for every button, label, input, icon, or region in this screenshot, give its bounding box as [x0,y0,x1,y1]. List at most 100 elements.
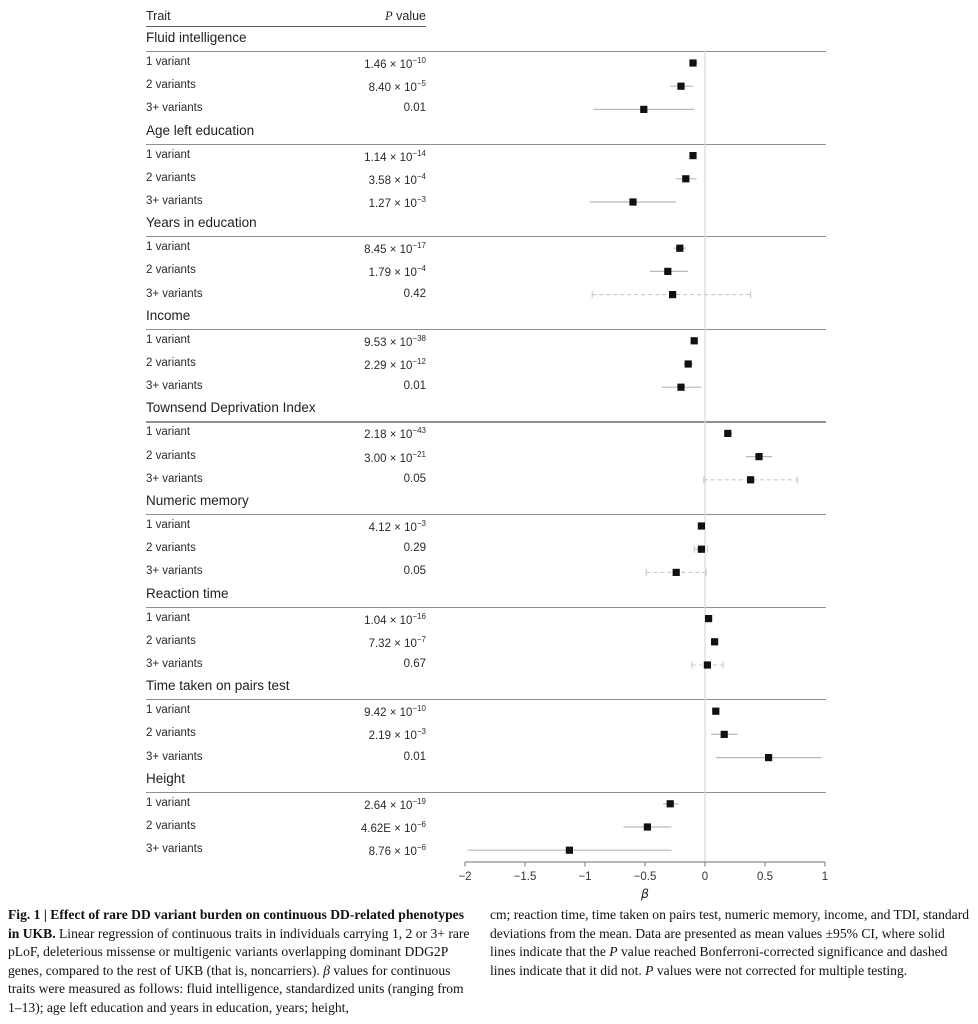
forest-point [703,661,711,669]
row-label: 2 variants [146,634,196,647]
caption-segment: cm; reaction time, time taken on pairs t… [490,907,970,960]
row-label: 2 variants [146,542,196,555]
forest-point [666,800,674,808]
p-value: 1.46 × 10−10 [364,56,426,71]
p-value: 0.42 [403,287,426,300]
section-divider [146,699,826,701]
section-divider [146,51,826,53]
section-divider [146,236,826,238]
p-value: 8.40 × 10−5 [368,79,426,95]
row-label: 1 variant [146,333,191,346]
trait-heading: Fluid intelligence [146,30,247,45]
p-value: 3.00 × 10−21 [364,449,426,465]
row-label: 2 variants [146,727,196,740]
forest-point [697,522,705,530]
caption-segment: P [609,944,618,960]
p-exponent: −6 [416,843,426,853]
row-label: 3+ variants [146,102,203,115]
forest-point [684,360,692,368]
p-value: 8.76 × 10−6 [368,843,426,859]
forest-point [690,337,698,345]
forest-point [676,244,684,252]
caption-left-column: Fig. 1 | Effect of rare DD variant burde… [8,906,472,1018]
forest-point [712,707,720,715]
forest-point [677,82,685,90]
p-value: 0.05 [403,565,426,578]
p-exponent: −5 [416,79,426,89]
caption-segment: value reached Bonferroni-corrected signi… [490,944,948,978]
row-label: 1 variant [146,241,191,254]
column-header-trait: Trait [146,9,171,23]
p-exponent: −4 [416,264,426,274]
p-value: 3.58 × 10−4 [368,171,426,187]
p-value: 9.42 × 10−10 [364,704,426,720]
row-label: 3+ variants [146,287,203,300]
x-tick-label: −1 [578,871,591,883]
trait-heading: Numeric memory [146,493,249,508]
x-tick-label: −2 [458,871,471,883]
trait-heading: Height [146,770,186,786]
p-value: 1.79 × 10−4 [368,264,426,280]
x-tick-label: 0.5 [757,871,773,883]
caption-segment: P [645,962,654,978]
p-exponent: −19 [412,796,426,806]
section-divider [146,328,826,330]
row-label: 1 variant [146,704,191,717]
p-rest: value [392,9,426,23]
section-divider [146,514,826,516]
forest-point [724,429,732,437]
forest-point [640,105,648,113]
trait-heading: Age left education [146,122,255,138]
p-value: 0.01 [403,102,426,115]
row-label: 3+ variants [146,750,203,763]
p-value: 8.45 × 10−17 [364,241,426,257]
p-value: 0.01 [403,750,426,763]
row-label: 3+ variants [146,472,203,485]
p-value: 1.27 × 10−3 [368,195,426,210]
row-label: 1 variant [146,519,191,531]
forest-point [720,730,728,738]
p-value: 0.01 [403,380,426,393]
p-exponent: −4 [416,171,426,181]
row-label: 2 variants [146,171,196,184]
forest-point [629,198,637,206]
p-value: 0.67 [403,658,426,670]
row-label: 3+ variants [146,195,203,207]
section-divider [146,421,826,423]
forest-point [565,846,573,854]
p-value: 1.14 × 10−14 [364,148,426,164]
row-label: 3+ variants [146,843,203,856]
x-tick-label: 0 [702,871,708,883]
section-divider [146,791,826,793]
p-exponent: −17 [412,241,426,251]
caption-segment: Linear regression of continuous traits i… [8,925,470,978]
p-exponent: −3 [416,727,426,737]
forest-point [705,615,713,623]
p-value: 0.05 [403,472,426,485]
row-label: 1 variant [146,148,191,161]
caption-right-column: cm; reaction time, time taken on pairs t… [490,906,970,980]
p-exponent: −10 [412,56,426,65]
caption-segment: values for continuous traits were measur… [8,962,464,1015]
p-exponent: −7 [416,634,426,644]
p-exponent: −6 [416,820,426,829]
header-underline [146,26,426,28]
x-tick-label: −0.5 [634,871,657,883]
forest-point [677,383,685,391]
row-label: 3+ variants [146,565,203,578]
p-exponent: −3 [416,195,426,204]
row-label: 1 variant [146,796,191,809]
p-value: 0.29 [403,542,426,555]
row-label: 2 variants [146,820,196,832]
p-exponent: −14 [412,148,426,158]
p-value: 4.12 × 10−3 [368,519,426,534]
caption-segment: Fig. 1 | Effect of rare DD variant burde… [8,907,464,941]
trait-heading: Income [146,307,191,323]
p-exponent: −3 [416,519,426,528]
p-italic: P [385,9,393,23]
p-value: 9.53 × 10−38 [364,333,426,349]
forest-point [682,175,690,183]
row-label: 1 variant [146,426,191,439]
forest-point [747,476,755,484]
row-label: 2 variants [146,79,196,92]
